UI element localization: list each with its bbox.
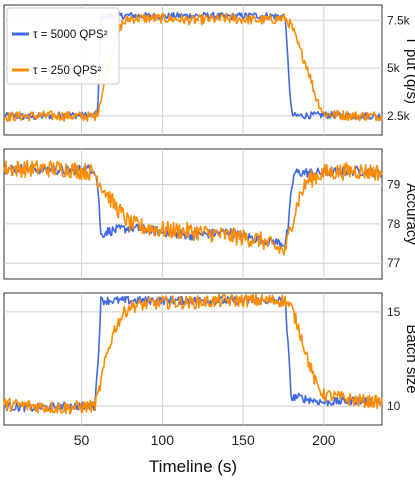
legend-entry-label: τ = 5000 QPS² [33, 29, 108, 41]
x-tick-label: 100 [151, 432, 175, 448]
legend-entry-label: τ = 250 QPS² [33, 65, 101, 77]
x-tick-label: 50 [74, 432, 90, 448]
series-line-2 [3, 293, 383, 415]
x-axis-label: Timeline (s) [149, 457, 237, 476]
y-axis-label: Accuracy [403, 183, 415, 245]
y-axis-label: Batch size [403, 324, 415, 393]
x-tick-label: 150 [231, 432, 255, 448]
panel-2: 77 78 79 Accuracy [3, 148, 415, 280]
y-tick-label: 10 [387, 399, 401, 413]
y-tick-label: 7.5k [387, 13, 411, 27]
y-tick-label: 78 [387, 217, 401, 231]
y-tick-label: 77 [387, 256, 401, 270]
x-tick-label: 200 [312, 432, 336, 448]
y-tick-label: 79 [387, 177, 401, 191]
y-axis-label: T put (q/s) [403, 36, 415, 104]
legend-box [6, 7, 120, 85]
series-line-2 [3, 12, 383, 123]
y-tick-label: 2.5k [387, 109, 411, 123]
legend: τ = 5000 QPS² τ = 250 QPS² [6, 7, 120, 85]
series-line-2 [3, 159, 383, 256]
y-tick-label: 15 [387, 305, 401, 319]
y-tick-label: 5k [387, 61, 401, 75]
